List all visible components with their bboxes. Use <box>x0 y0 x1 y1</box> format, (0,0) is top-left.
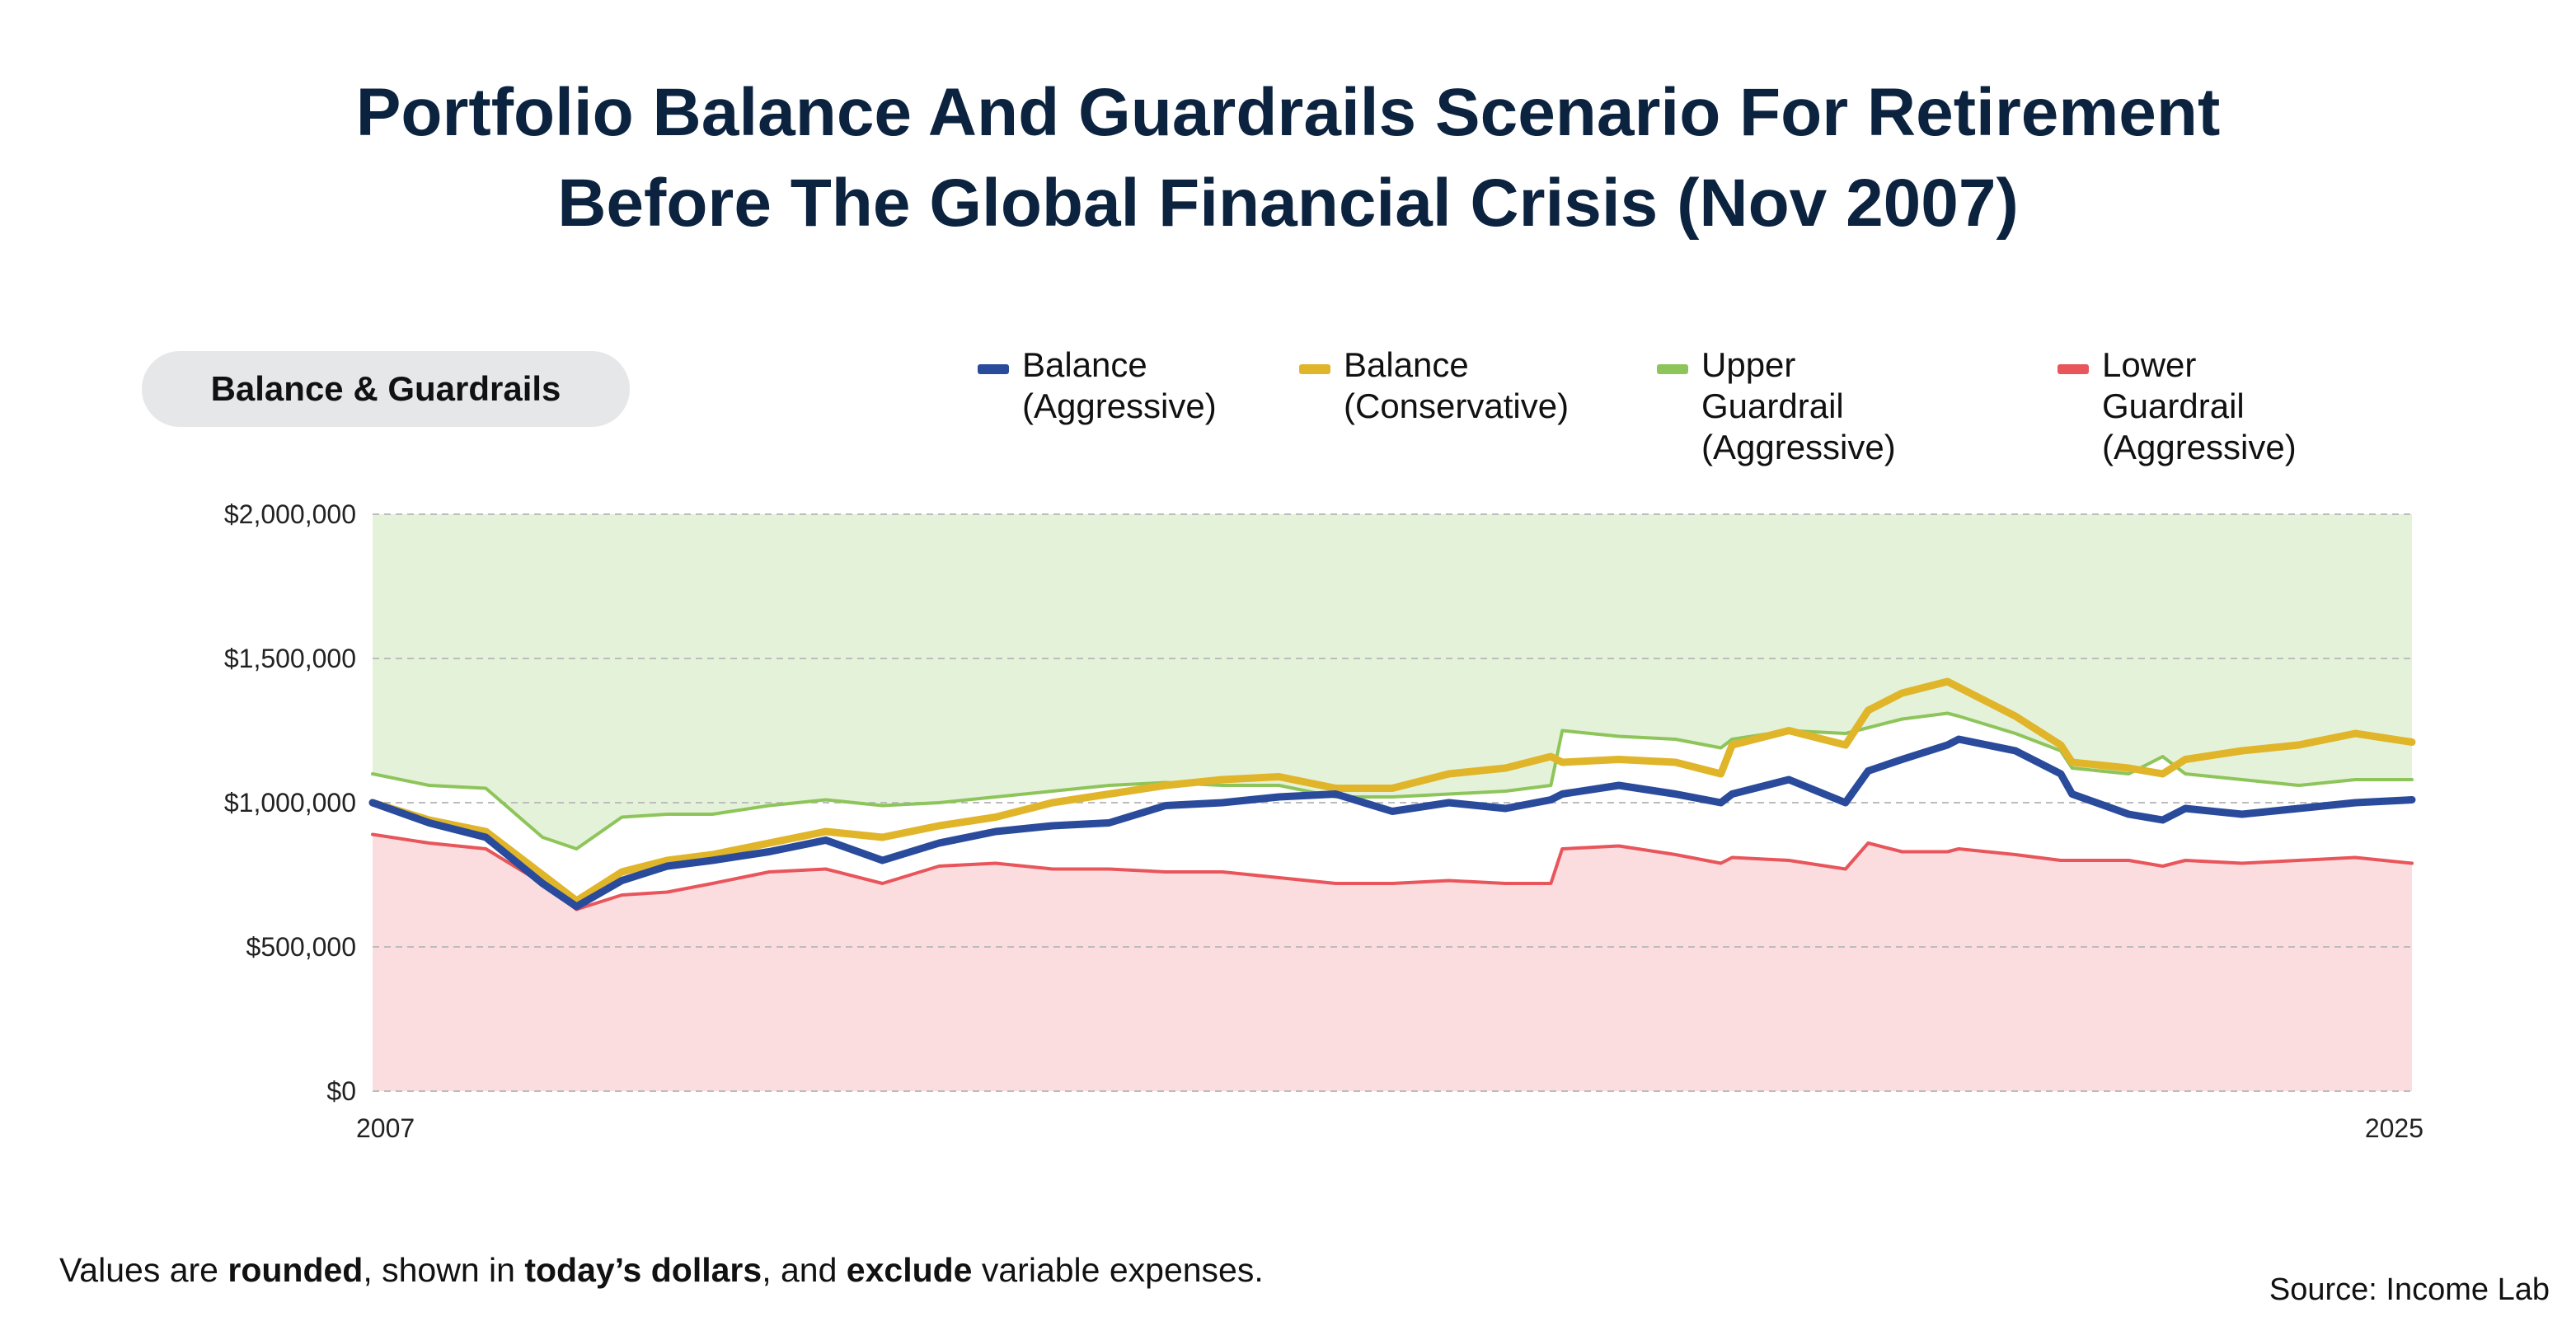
legend-item-lower-guardrail[interactable]: Lower Guardrail (Aggressive) <box>2058 344 2297 468</box>
series-lines <box>368 677 2416 911</box>
legend-item-balance-aggressive[interactable]: Balance (Aggressive) <box>978 344 1217 427</box>
footnote-bold-rounded: rounded <box>228 1251 364 1289</box>
legend-label-lower-guardrail-2: (Aggressive) <box>2102 428 2297 466</box>
source-credit: Source: Income Lab <box>2269 1272 2550 1307</box>
y-tick-label-1: $500,000 <box>246 932 356 962</box>
x-tick-label-end: 2025 <box>2365 1113 2424 1143</box>
legend-item-balance-conservative[interactable]: Balance (Conservative) <box>1299 344 1569 427</box>
chart-tab-pill[interactable]: Balance & Guardrails <box>142 351 630 427</box>
axis-labels: $0 $500,000 $1,000,000 $1,500,000 $2,000,000… <box>224 499 2424 1143</box>
footnote-text-3: , and <box>762 1251 847 1289</box>
legend-label-balance-aggressive-2: (Aggressive) <box>1022 387 1217 425</box>
chart-title: Portfolio Balance And Guardrails Scenari… <box>0 68 2576 249</box>
chart-title-line-1: Portfolio Balance And Guardrails Scenari… <box>355 75 2221 150</box>
footnote-text-2: , shown in <box>363 1251 525 1289</box>
series-line-balance-aggressive <box>368 735 2416 911</box>
x-tick-label-start: 2007 <box>356 1113 415 1143</box>
y-tick-label-2: $1,000,000 <box>224 788 356 818</box>
chart-title-line-2: Before The Global Financial Crisis (Nov … <box>557 166 2019 241</box>
series-line-balance-conservative <box>368 677 2416 905</box>
footnote-text-4: variable expenses. <box>972 1251 1264 1289</box>
footnote: Values are rounded, shown in today’s dol… <box>59 1251 1264 1290</box>
chart-tab-pill-label: Balance & Guardrails <box>210 369 561 408</box>
upper-guardrail-zone <box>373 514 2412 849</box>
y-tick-label-3: $1,500,000 <box>224 644 356 673</box>
y-tick-label-4: $2,000,000 <box>224 499 356 529</box>
legend-swatch-balance-conservative <box>1299 364 1330 374</box>
legend-label-balance-aggressive-1: Balance <box>1022 345 1147 384</box>
legend-label-balance-conservative-1: Balance <box>1344 345 1469 384</box>
footnote-bold-todays-dollars: today’s dollars <box>524 1251 762 1289</box>
legend-label-lower-guardrail-1: Lower Guardrail <box>2102 345 2245 425</box>
legend-swatch-balance-aggressive <box>978 364 1009 374</box>
legend-item-upper-guardrail[interactable]: Upper Guardrail (Aggressive) <box>1657 344 1896 468</box>
footnote-bold-exclude: exclude <box>846 1251 973 1289</box>
legend-label-upper-guardrail-1: Upper Guardrail <box>1701 345 1844 425</box>
footnote-text-1: Values are <box>59 1251 228 1289</box>
guardrail-fill-areas <box>373 514 2412 1091</box>
legend-label-upper-guardrail-2: (Aggressive) <box>1701 428 1896 466</box>
legend-swatch-upper-guardrail <box>1657 364 1688 374</box>
y-tick-label-0: $0 <box>326 1076 356 1106</box>
series-line-lower-guardrail <box>371 832 2414 911</box>
grid-lines <box>373 513 2412 1092</box>
legend-swatch-lower-guardrail <box>2058 364 2089 374</box>
lower-guardrail-zone <box>373 834 2412 1091</box>
legend-label-balance-conservative-2: (Conservative) <box>1344 387 1570 425</box>
